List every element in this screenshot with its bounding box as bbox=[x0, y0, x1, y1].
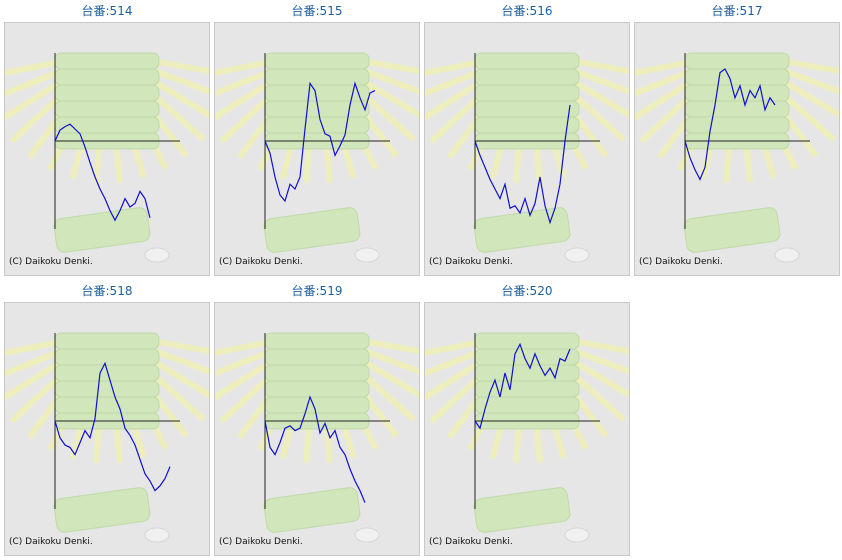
watermark-box bbox=[474, 396, 580, 414]
watermark bbox=[5, 332, 209, 543]
watermark-box bbox=[474, 116, 580, 134]
watermark-box bbox=[684, 68, 790, 86]
watermark-box bbox=[54, 52, 160, 70]
slot-graph-svg bbox=[5, 332, 209, 543]
series-line bbox=[474, 342, 571, 430]
watermark-box bbox=[54, 100, 160, 118]
watermark-box bbox=[684, 52, 790, 70]
slot-title: 台番:515 bbox=[291, 4, 343, 18]
copyright-text: (C) Daikoku Denki. bbox=[9, 537, 93, 547]
copyright-text: (C) Daikoku Denki. bbox=[639, 257, 723, 267]
watermark-box bbox=[264, 364, 370, 382]
slot-graph-panel: (C) Daikoku Denki. bbox=[214, 302, 420, 556]
watermark-tray bbox=[263, 487, 361, 533]
watermark-dish bbox=[144, 247, 170, 263]
slot-graph-panel: (C) Daikoku Denki. bbox=[634, 22, 840, 276]
copyright-text: (C) Daikoku Denki. bbox=[429, 257, 513, 267]
slot-graph-panel: (C) Daikoku Denki. bbox=[424, 22, 630, 276]
slot-title: 台番:517 bbox=[711, 4, 763, 18]
watermark-tray bbox=[473, 207, 571, 253]
watermark bbox=[215, 332, 419, 543]
watermark-dish bbox=[564, 247, 590, 263]
slot-title: 台番:520 bbox=[501, 284, 553, 298]
slot-graph-svg bbox=[425, 332, 629, 543]
watermark-box bbox=[264, 396, 370, 414]
slot-card-516[interactable]: 台番:516 (C) Daikoku Denki. bbox=[424, 0, 630, 276]
watermark bbox=[635, 52, 839, 263]
watermark-tray bbox=[473, 487, 571, 533]
watermark-box bbox=[264, 52, 370, 70]
slot-graph-panel: (C) Daikoku Denki. bbox=[424, 302, 630, 556]
watermark-box bbox=[684, 116, 790, 134]
slot-graph-svg bbox=[635, 52, 839, 263]
watermark-box bbox=[54, 364, 160, 382]
watermark-box bbox=[474, 364, 580, 382]
slot-card-517[interactable]: 台番:517 (C) Daikoku Denki. bbox=[634, 0, 840, 276]
slot-graph-panel: (C) Daikoku Denki. bbox=[4, 302, 210, 556]
slot-graph-svg bbox=[5, 52, 209, 263]
watermark-box bbox=[474, 380, 580, 398]
slot-card-518[interactable]: 台番:518 (C) Daikoku Denki. bbox=[4, 280, 210, 556]
watermark-tray bbox=[53, 207, 151, 253]
watermark-dish bbox=[354, 247, 380, 263]
watermark bbox=[5, 52, 209, 263]
slot-title: 台番:514 bbox=[81, 4, 133, 18]
watermark-box bbox=[54, 380, 160, 398]
slot-title: 台番:516 bbox=[501, 4, 553, 18]
watermark-box bbox=[474, 332, 580, 350]
series-line bbox=[264, 395, 366, 503]
copyright-text: (C) Daikoku Denki. bbox=[429, 537, 513, 547]
watermark-box bbox=[474, 52, 580, 70]
slot-card-519[interactable]: 台番:519 (C) Daikoku Denki. bbox=[214, 280, 420, 556]
watermark bbox=[425, 52, 629, 263]
copyright-text: (C) Daikoku Denki. bbox=[219, 257, 303, 267]
slot-title: 台番:519 bbox=[291, 284, 343, 298]
watermark-box bbox=[54, 84, 160, 102]
watermark bbox=[425, 332, 629, 543]
slot-graph-svg bbox=[215, 52, 419, 263]
slot-card-515[interactable]: 台番:515 (C) Daikoku Denki. bbox=[214, 0, 420, 276]
slot-title: 台番:518 bbox=[81, 284, 133, 298]
watermark-tray bbox=[263, 207, 361, 253]
watermark-dish bbox=[354, 527, 380, 543]
watermark bbox=[215, 52, 419, 263]
series-line bbox=[54, 123, 151, 222]
watermark-box bbox=[54, 68, 160, 86]
watermark-dish bbox=[564, 527, 590, 543]
watermark-box bbox=[264, 68, 370, 86]
copyright-text: (C) Daikoku Denki. bbox=[219, 537, 303, 547]
watermark-box bbox=[264, 380, 370, 398]
watermark-box bbox=[264, 348, 370, 366]
watermark-tray bbox=[683, 207, 781, 253]
slot-card-514[interactable]: 台番:514 (C) Daikoku Denki. bbox=[4, 0, 210, 276]
watermark-box bbox=[474, 68, 580, 86]
slot-graph-panel: (C) Daikoku Denki. bbox=[214, 22, 420, 276]
watermark-dish bbox=[144, 527, 170, 543]
slot-graph-svg bbox=[425, 52, 629, 263]
copyright-text: (C) Daikoku Denki. bbox=[9, 257, 93, 267]
slot-graph-svg bbox=[215, 332, 419, 543]
watermark-box bbox=[264, 332, 370, 350]
series-line bbox=[54, 361, 171, 492]
watermark-dish bbox=[774, 247, 800, 263]
series-line bbox=[264, 81, 376, 203]
watermark-box bbox=[474, 100, 580, 118]
watermark-box bbox=[264, 116, 370, 134]
watermark-box bbox=[474, 84, 580, 102]
watermark-tray bbox=[53, 487, 151, 533]
series-line bbox=[684, 68, 776, 181]
watermark-box bbox=[54, 396, 160, 414]
slot-graph-panel: (C) Daikoku Denki. bbox=[4, 22, 210, 276]
slot-card-520[interactable]: 台番:520 (C) Daikoku Denki. bbox=[424, 280, 630, 556]
watermark-box bbox=[264, 84, 370, 102]
watermark-box bbox=[54, 332, 160, 350]
series-line bbox=[474, 104, 571, 225]
watermark-box bbox=[54, 348, 160, 366]
